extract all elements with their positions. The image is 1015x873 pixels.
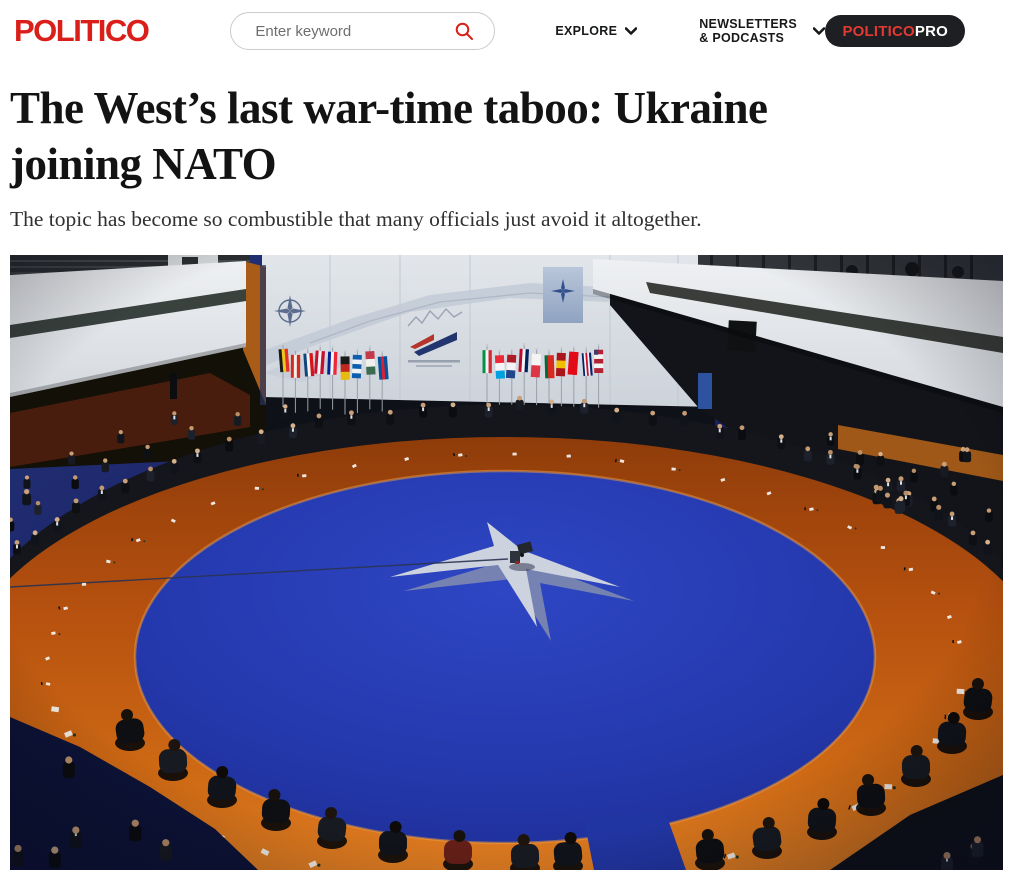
hero-photo [10, 255, 1003, 870]
chevron-down-icon [625, 27, 638, 35]
nav-explore[interactable]: EXPLORE [555, 24, 638, 38]
politico-logo[interactable]: POLITICO [14, 13, 150, 48]
politico-pro-button[interactable]: POLITICO PRO [825, 15, 965, 47]
headline-line-1: The West’s last war-time taboo: Ukraine [10, 83, 768, 133]
search-input[interactable] [255, 22, 455, 40]
chevron-down-icon [813, 27, 826, 35]
site-header: POLITICO EXPLORE NEWSLETTERS & PODCASTS … [0, 0, 1015, 62]
article: The West’s last war-time taboo: Ukraine … [0, 80, 1015, 232]
headline: The West’s last war-time taboo: Ukraine … [10, 80, 1005, 192]
pro-button-brand: POLITICO [842, 22, 915, 40]
search-icon[interactable] [454, 21, 474, 41]
nav-newsletters-podcasts[interactable]: NEWSLETTERS & PODCASTS [699, 17, 826, 45]
nav-explore-label: EXPLORE [555, 24, 618, 38]
nav-newsletters-label: NEWSLETTERS & PODCASTS [699, 17, 797, 45]
pro-button-suffix: PRO [914, 22, 948, 40]
headline-line-2: joining NATO [10, 139, 277, 189]
search-box[interactable] [230, 12, 496, 50]
dek: The topic has become so combustible that… [10, 207, 702, 231]
